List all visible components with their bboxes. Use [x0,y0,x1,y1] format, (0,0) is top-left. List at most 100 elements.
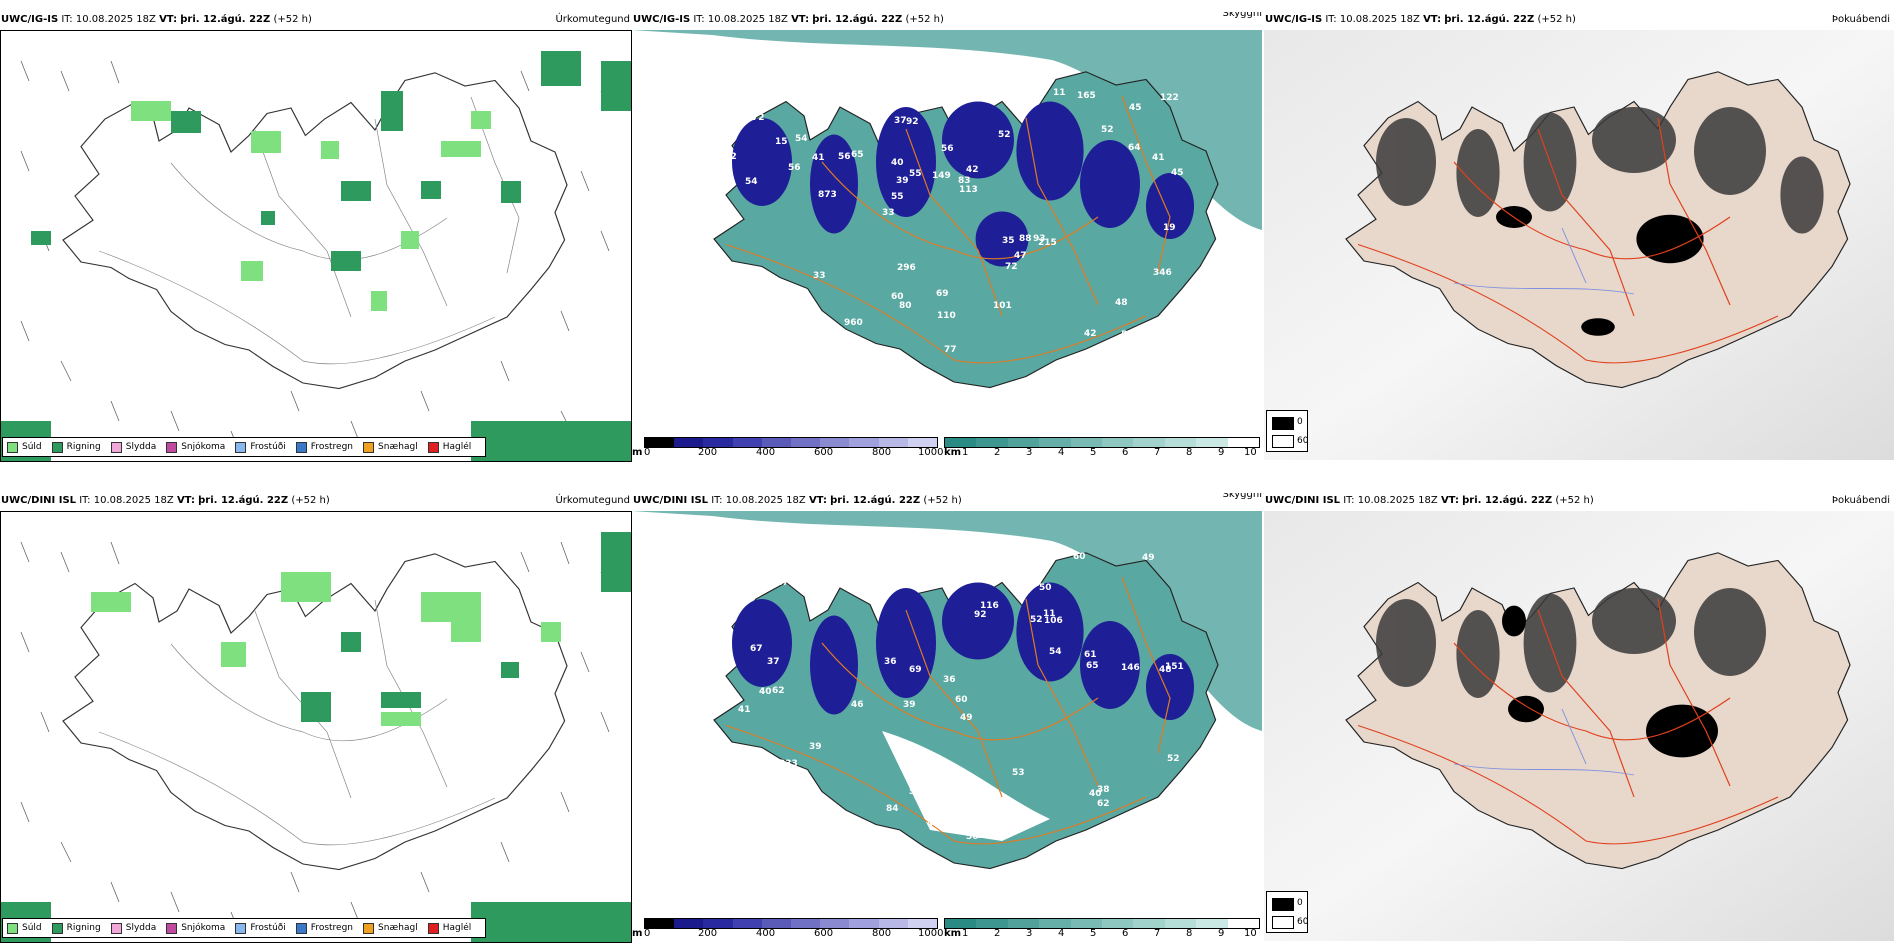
scale-step [1227,438,1260,447]
visibility-value-label: 49 [960,713,973,723]
model-name: UWC/DINI ISL [633,495,709,506]
visibility-value-label: 84 [886,804,899,814]
legend-swatch [295,441,307,453]
drizzle-areas [131,101,491,311]
panel-header: UWC/DINI ISL IT: 10.08.2025 18Z VT: þri.… [1265,493,1898,509]
scale-step [761,919,792,928]
legend-item-frostudi: Frostúði [235,441,286,453]
scale-step [1007,438,1040,447]
visibility-value-label: 52 [998,130,1011,140]
scale-step [1133,438,1165,447]
legend-swatch [51,441,63,453]
visibility-value-label: 69 [909,665,922,675]
visibility-value-label: 65 [851,150,864,160]
scale-step [1070,438,1103,447]
scale-step [1039,919,1071,928]
visibility-tick: 5 [1090,447,1097,458]
panel-title: Þokuábendi [1831,495,1890,506]
legend-item-frostregn: Frostregn [295,441,353,453]
scale-step [1102,438,1134,447]
scale-step [945,919,977,928]
visibility-value-label: 63 [715,631,728,641]
visibility-value-label: 53 [1012,768,1025,778]
it-value: 10.08.2025 18Z [93,495,174,506]
visibility-value-label: 84 [896,75,909,85]
visibility-value-label: 41 [767,334,780,344]
it-label: IT: [693,14,705,25]
scale-step [761,438,792,447]
visibility-value-label: 36 [884,657,897,667]
visibility-value-label: 39 [809,742,822,752]
vt-label: VT: [159,14,178,25]
scale-step [1227,919,1260,928]
visibility-value-label: 57 [909,787,922,797]
vt-label: VT: [1440,495,1459,506]
visibility-tick: 3 [1026,447,1033,458]
roads [725,576,1171,845]
visibility-value-label: 69 [736,592,749,602]
legend-label: Haglél [442,923,472,933]
scale-step [907,438,938,447]
visibility-value-label: 60 [1073,552,1086,562]
elevation-scale-bar [644,437,938,448]
visibility-value-label: 165 [1077,91,1096,101]
visibility-tick: 10 [1244,447,1257,458]
visibility-value-label: 40 [759,687,772,697]
panel-title: Þokuábendi [1831,14,1890,25]
visibility-value-label: 61 [1084,650,1097,660]
scale-step [976,919,1008,928]
visibility-value-label: 18 [795,289,808,299]
panel-header: UWC/DINI ISL IT: 10.08.2025 18Z VT: þri.… [633,493,1262,509]
visibility-value-label: 46 [726,317,739,327]
visibility-value-label: 43 [976,74,989,84]
panel-title: Úrkomutegund [555,495,630,506]
legend-swatch [7,922,18,934]
lead-time: (+52 h) [905,14,944,25]
visibility-value-label: 11 [1043,609,1056,619]
fog-index-max [1502,605,1718,758]
visibility-value-label: 64 [1128,143,1141,153]
fog-map [1264,511,1894,941]
visibility-value-label: 63 [861,548,874,558]
panel-header: UWC/IG-IS IT: 10.08.2025 18Z VT: þri. 12… [1,12,630,28]
visibility-value-label: 15 [775,137,788,147]
visibility-high-area [882,731,1050,841]
scale-step [674,438,704,447]
scale-step [1102,919,1134,928]
visibility-map-svg: 54 54 45 33 52 41 37 56 62 65 46 65 92 42 215 72 84 45 35 6… [632,30,1262,430]
visibility-tick: 9 [1218,447,1225,458]
visibility-value-label: 77 [944,345,957,355]
scale-step [1164,919,1197,928]
visibility-value-label: 41 [812,153,825,163]
visibility-value-label: 35 [1002,236,1015,246]
elevation-unit: m [632,447,643,458]
visibility-value-label: 64 [921,577,934,587]
model-name: UWC/IG-IS [1265,14,1323,25]
model-name: UWC/DINI ISL [1265,495,1341,506]
legend-item-haglel: Haglél [427,922,472,934]
scale-step [1007,919,1040,928]
visibility-value-label: 118 [916,64,935,74]
visibility-value-label: 49 [1142,553,1155,563]
precip-panel-row1: UWC/IG-IS IT: 10.08.2025 18Z VT: þri. 12… [0,12,632,464]
visibility-value-label: 42 [1084,329,1097,339]
it-value: 10.08.2025 18Z [725,495,806,506]
legend-label: Snjókoma [181,923,226,933]
visibility-value-label: 52 [756,805,769,815]
legend-swatch [363,441,375,453]
scale-step [849,919,879,928]
scale-step [1070,919,1103,928]
visibility-value-label: 106 [744,762,763,772]
visibility-value-label: 36 [810,117,823,127]
rivers [1453,227,1635,295]
visibility-value-label: 69 [936,289,949,299]
visibility-tick: 6 [1122,447,1129,458]
vt-value: þri. 12.ágú. 22Z [1462,495,1553,506]
model-name: UWC/DINI ISL [1,495,77,506]
precip-map-svg [1,512,631,942]
visibility-value-label: 48 [1115,298,1128,308]
elevation-scale-bar [644,918,938,929]
visibility-value-label: 51 [747,279,760,289]
fog-key-low-label: 0 [1297,898,1303,908]
precip-map [0,30,632,462]
